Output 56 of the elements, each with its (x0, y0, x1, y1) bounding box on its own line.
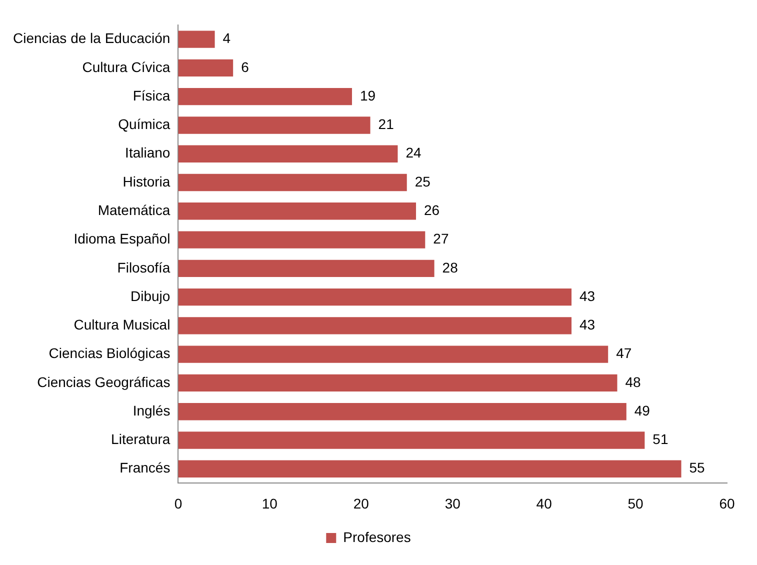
bar (178, 432, 645, 449)
data-label: 4 (222, 30, 231, 46)
x-tick-label: 30 (444, 495, 461, 512)
legend-label: Profesores (343, 528, 411, 545)
data-label: 43 (580, 316, 596, 333)
bar (178, 116, 370, 134)
bar (178, 145, 398, 162)
data-label: 51 (652, 431, 668, 448)
data-label: 47 (616, 345, 632, 362)
x-tick-label: 10 (262, 495, 278, 512)
bar (178, 260, 434, 278)
y-tick-label: Inglés (132, 402, 170, 418)
y-tick-label: Literatura (111, 431, 170, 448)
data-label: 27 (433, 230, 449, 247)
bar (178, 374, 618, 392)
x-tick-label: 20 (353, 495, 370, 512)
data-label: 6 (241, 58, 250, 75)
bar (178, 460, 682, 478)
data-label: 49 (634, 402, 650, 418)
data-label: 48 (625, 374, 642, 390)
bar (178, 30, 215, 48)
y-tick-label: Idioma Español (74, 230, 170, 247)
bar (178, 346, 608, 363)
y-tick-label: Ciencias Geográficas (37, 374, 170, 390)
bar (178, 202, 416, 220)
bar (178, 288, 572, 306)
data-label: 19 (360, 87, 376, 104)
y-tick-label: Cultura Musical (74, 316, 170, 333)
bar (178, 317, 572, 334)
y-tick-label: Italiano (125, 144, 170, 161)
bar (178, 88, 352, 106)
y-tick-label: Física (132, 87, 170, 104)
data-label: 24 (406, 144, 422, 161)
bar (178, 59, 234, 77)
data-label: 55 (689, 460, 706, 476)
bar (178, 231, 426, 248)
y-tick-label: Francés (120, 460, 170, 476)
y-tick-label: Historia (122, 173, 170, 190)
y-tick-label: Cultura Cívica (82, 58, 170, 75)
bar (178, 403, 626, 420)
data-label: 26 (424, 202, 440, 218)
data-label: 21 (378, 116, 394, 132)
data-label: 28 (442, 259, 458, 276)
y-tick-label: Química (118, 116, 170, 132)
x-tick-label: 50 (628, 495, 644, 512)
y-tick-label: Filosofía (117, 259, 170, 276)
y-tick-label: Ciencias Biológicas (48, 345, 170, 362)
x-tick-label: 40 (536, 495, 552, 512)
y-tick-label: Ciencias de la Educación (12, 30, 170, 46)
data-label: 43 (580, 288, 596, 304)
y-tick-label: Matemática (98, 202, 170, 218)
data-label: 25 (414, 173, 431, 190)
x-tick-label: 0 (174, 495, 182, 512)
y-tick-label: Dibujo (130, 288, 170, 304)
x-tick-label: 60 (719, 495, 735, 512)
bar (178, 174, 407, 192)
